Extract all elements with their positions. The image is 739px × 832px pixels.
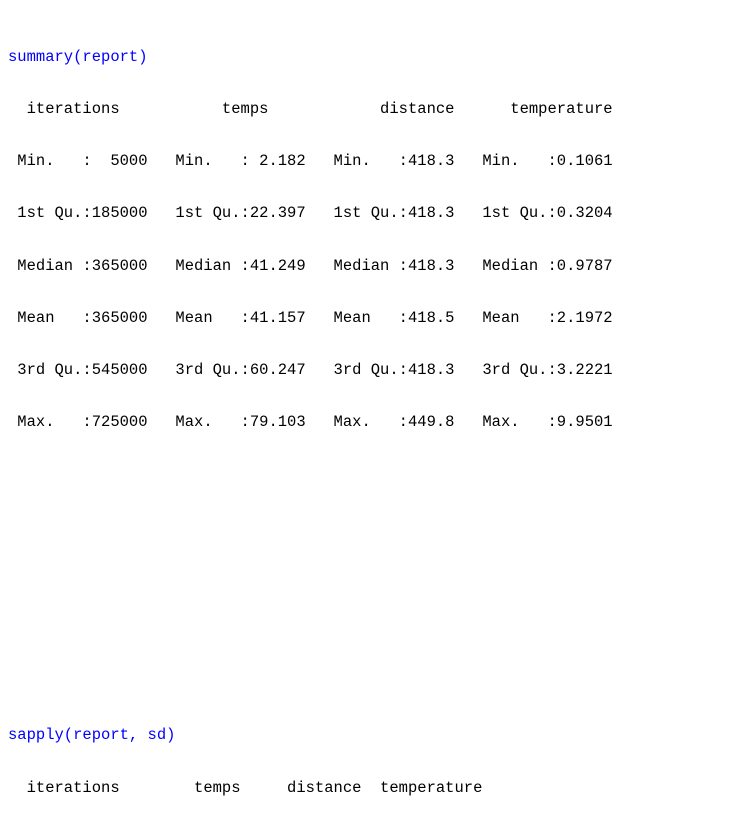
summary-row-3rd-qu: 3rd Qu.:545000 3rd Qu.:60.247 3rd Qu.:41…	[8, 362, 613, 379]
console-command-sapply-sd: sapply(report, sd)	[8, 727, 613, 744]
r-console-output: summary(report) iterations temps distanc…	[8, 14, 613, 832]
summary-row-mean: Mean :365000 Mean :41.157 Mean :418.5 Me…	[8, 310, 613, 327]
summary-header-row: iterations temps distance temperature	[8, 101, 613, 118]
console-command-summary: summary(report)	[8, 49, 613, 66]
summary-row-min: Min. : 5000 Min. : 2.182 Min. :418.3 Min…	[8, 153, 613, 170]
summary-row-median: Median :365000 Median :41.249 Median :41…	[8, 258, 613, 275]
blank-line	[8, 571, 613, 588]
blank-line	[8, 675, 613, 692]
summary-row-1st-qu: 1st Qu.:185000 1st Qu.:22.397 1st Qu.:41…	[8, 205, 613, 222]
blank-line	[8, 623, 613, 640]
blank-line	[8, 519, 613, 536]
summary-row-max: Max. :725000 Max. :79.103 Max. :449.8 Ma…	[8, 414, 613, 431]
blank-line	[8, 466, 613, 483]
sd-header-row: iterations temps distance temperature	[8, 780, 613, 797]
